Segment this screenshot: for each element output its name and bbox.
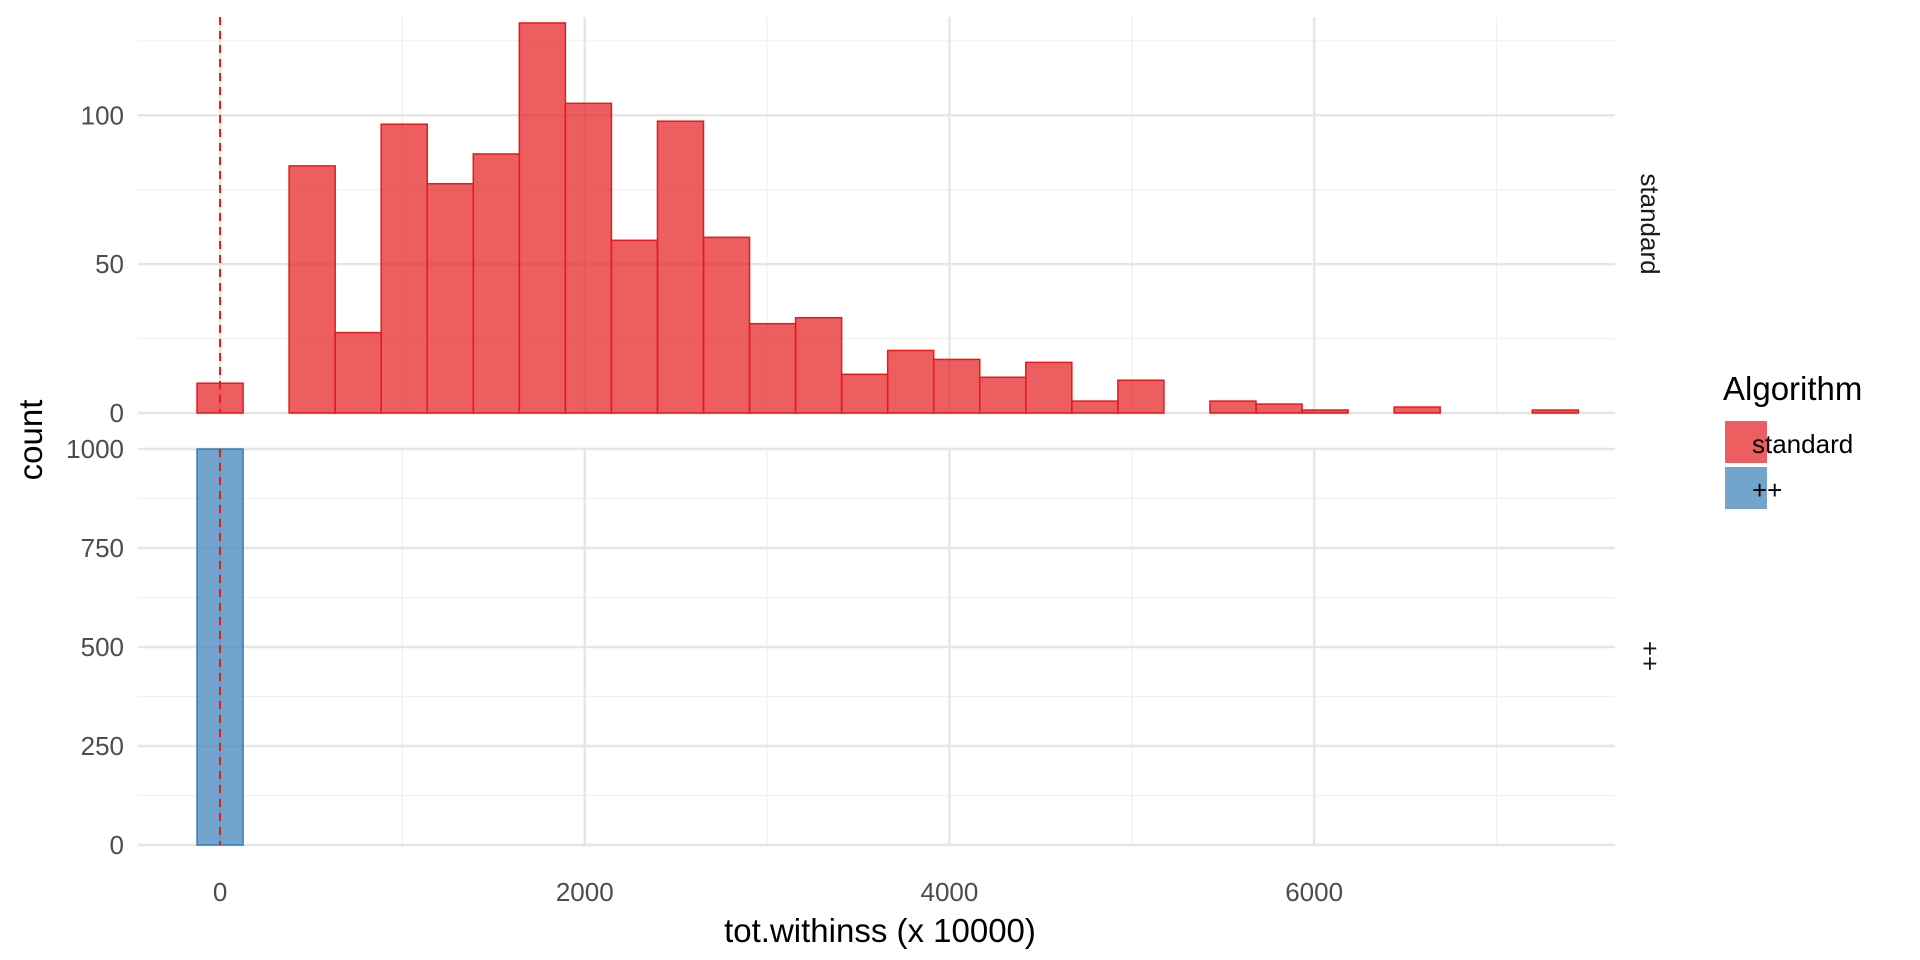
- y-tick-label: 1000: [66, 434, 124, 464]
- histogram-bar: [979, 376, 1027, 414]
- histogram-bar: [932, 358, 981, 414]
- x-tick-label: 0: [213, 877, 227, 907]
- x-axis-title: tot.withinss (x 10000): [724, 912, 1036, 949]
- histogram-bar: [1117, 379, 1165, 414]
- histogram-bar: [748, 322, 797, 414]
- y-tick-label: 750: [81, 533, 124, 563]
- histogram-bar: [564, 102, 613, 414]
- y-tick-label: 500: [81, 632, 124, 662]
- legend-key-standard: [1725, 421, 1767, 463]
- legend-label-plusplus: ++: [1752, 475, 1782, 505]
- histogram-bar: [886, 349, 935, 414]
- legend-label-standard: standard: [1752, 429, 1853, 459]
- histogram-bar: [1301, 409, 1349, 414]
- y-tick-label: 0: [110, 398, 124, 428]
- histogram-bar: [1255, 403, 1303, 414]
- histogram-bar: [610, 239, 659, 414]
- y-axis-title: count: [12, 400, 49, 481]
- histogram-bar: [656, 120, 705, 414]
- histogram-bar: [426, 182, 475, 414]
- facet-strip-label-plusplus: ++: [1635, 641, 1665, 671]
- histogram-bar: [472, 153, 521, 414]
- histogram-bar: [288, 165, 336, 414]
- histogram-bar: [1531, 409, 1580, 414]
- y-tick-label: 250: [81, 731, 124, 761]
- histogram-bar: [1209, 400, 1257, 414]
- x-tick-label: 6000: [1285, 877, 1343, 907]
- x-tick-label: 2000: [556, 877, 614, 907]
- histogram-bar: [1393, 406, 1441, 414]
- histogram-bar: [380, 123, 428, 414]
- histogram-bar: [518, 22, 567, 414]
- legend-key-plusplus: [1725, 467, 1767, 509]
- y-tick-label: 50: [95, 249, 124, 279]
- histogram-bar: [840, 373, 889, 414]
- legend: Algorithm standard ++: [1723, 370, 1862, 509]
- x-tick-label: 4000: [921, 877, 979, 907]
- facet-strip-label-standard: standard: [1635, 173, 1665, 274]
- bars-layer: [196, 22, 1580, 846]
- histogram-bar: [702, 236, 751, 414]
- legend-title: Algorithm: [1723, 370, 1862, 407]
- y-tick-label: 100: [81, 100, 124, 130]
- histogram-bar: [1025, 361, 1073, 414]
- histogram-bar: [794, 316, 843, 414]
- histogram-bar: [334, 331, 382, 414]
- histogram-bar: [1071, 400, 1119, 414]
- y-tick-label: 0: [110, 830, 124, 860]
- grid-layer: [138, 17, 1615, 847]
